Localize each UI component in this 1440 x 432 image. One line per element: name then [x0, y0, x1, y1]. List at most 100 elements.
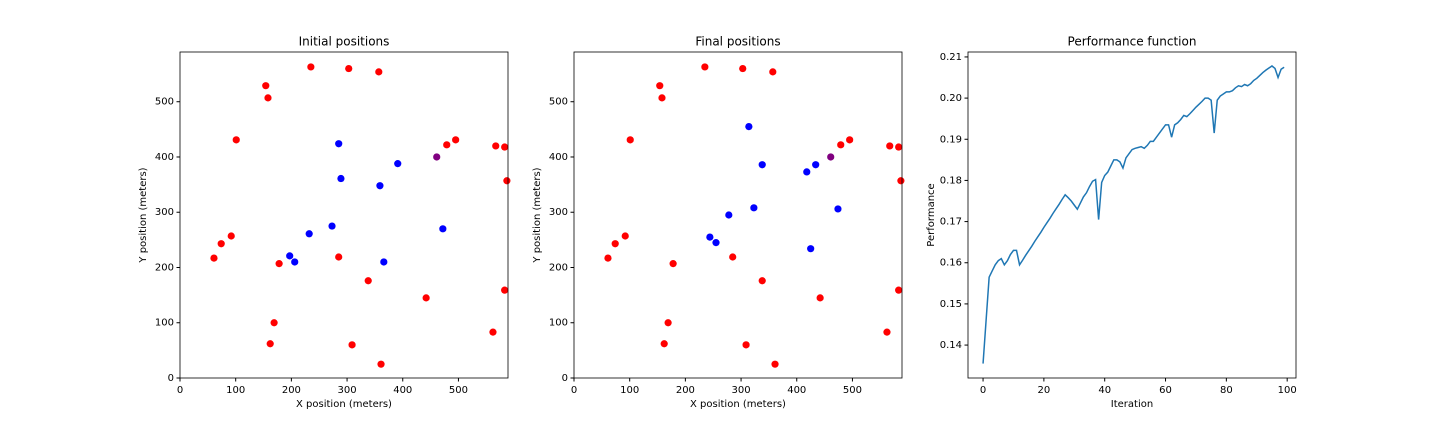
point: [771, 360, 779, 368]
point: [739, 64, 747, 73]
point: [266, 340, 274, 348]
y-tick-label: 500: [549, 97, 568, 108]
x-tick-label: 0: [980, 385, 986, 396]
point: [489, 328, 497, 336]
y-tick-label: 100: [155, 318, 174, 329]
point: [501, 143, 509, 151]
point: [742, 341, 750, 349]
point: [701, 63, 709, 71]
point: [846, 136, 854, 144]
point: [834, 205, 842, 213]
point: [307, 63, 315, 71]
y-tick-label: 0: [168, 373, 174, 384]
x-tick-label: 300: [732, 385, 751, 396]
y-tick-label: 300: [155, 207, 174, 218]
point: [345, 64, 353, 73]
point: [422, 294, 430, 302]
y-axis-label: Performance: [926, 183, 937, 246]
x-tick-label: 0: [571, 385, 577, 396]
point: [658, 94, 666, 102]
point: [433, 153, 441, 161]
point: [883, 328, 891, 336]
point: [377, 360, 385, 368]
point: [803, 168, 811, 176]
point: [291, 258, 299, 266]
point: [669, 260, 677, 268]
y-tick-label: 0.18: [940, 175, 962, 186]
point: [375, 68, 383, 76]
x-tick-label: 300: [338, 385, 357, 396]
x-tick-label: 100: [1278, 385, 1297, 396]
y-tick-label: 0.15: [940, 299, 962, 310]
point: [501, 286, 509, 294]
line: [982, 65, 1285, 364]
y-tick-label: 300: [549, 207, 568, 218]
point: [750, 204, 758, 212]
point: [897, 177, 905, 185]
point: [270, 319, 278, 327]
point: [348, 341, 356, 349]
x-tick-label: 500: [449, 385, 468, 396]
point: [895, 286, 903, 294]
chart-title: Performance function: [1068, 35, 1197, 49]
point: [275, 260, 283, 268]
y-tick-label: 100: [549, 318, 568, 329]
x-tick-label: 200: [282, 385, 301, 396]
y-axis-label: Y position (meters): [532, 167, 543, 263]
y-tick-label: 0.14: [940, 340, 962, 351]
point: [626, 136, 634, 144]
plot-frame: [967, 51, 1297, 379]
y-tick-label: 200: [549, 262, 568, 273]
x-tick-label: 20: [1038, 385, 1051, 396]
point: [837, 141, 845, 149]
point: [286, 252, 294, 260]
chart-title: Final positions: [695, 35, 780, 49]
x-tick-label: 40: [1098, 385, 1111, 396]
point: [725, 211, 733, 219]
y-tick-label: 0.21: [940, 52, 962, 63]
point: [264, 94, 272, 102]
x-tick-label: 100: [620, 385, 639, 396]
point: [816, 294, 824, 302]
plot-frame: [573, 51, 903, 379]
point: [712, 239, 720, 247]
point: [439, 225, 447, 233]
y-axis-label: Y position (meters): [138, 167, 149, 263]
y-tick-label: 400: [549, 152, 568, 163]
y-tick-label: 200: [155, 262, 174, 273]
point: [394, 160, 402, 168]
point: [452, 136, 460, 144]
point: [380, 258, 388, 266]
point: [807, 245, 815, 253]
point: [443, 141, 451, 149]
point: [706, 233, 714, 241]
point: [232, 136, 240, 144]
point: [335, 140, 343, 148]
point: [656, 82, 664, 90]
x-tick-label: 80: [1220, 385, 1233, 396]
point: [769, 68, 777, 76]
point: [503, 177, 511, 185]
point: [729, 253, 737, 261]
point: [217, 240, 225, 248]
x-axis-label: X position (meters): [690, 399, 786, 410]
y-tick-label: 500: [155, 97, 174, 108]
x-tick-label: 60: [1159, 385, 1172, 396]
x-tick-label: 400: [787, 385, 806, 396]
point: [660, 340, 668, 348]
x-tick-label: 100: [226, 385, 245, 396]
x-tick-label: 500: [843, 385, 862, 396]
x-axis-label: X position (meters): [296, 399, 392, 410]
point: [337, 174, 345, 183]
point: [305, 230, 313, 238]
point: [335, 253, 343, 261]
x-tick-label: 200: [676, 385, 695, 396]
point: [376, 182, 384, 190]
x-axis-label: Iteration: [1111, 399, 1153, 410]
point: [758, 277, 766, 285]
x-tick-label: 400: [393, 385, 412, 396]
point: [621, 232, 629, 240]
point: [664, 319, 672, 327]
point: [210, 254, 218, 262]
